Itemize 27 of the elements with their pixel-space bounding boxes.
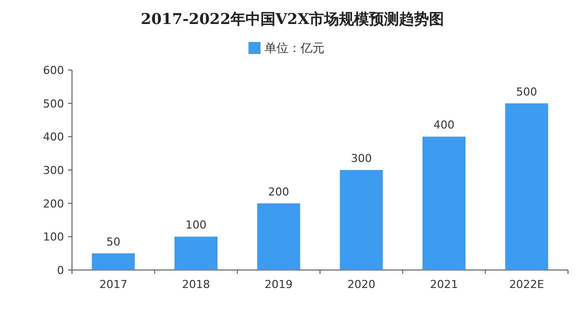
x-tick-label: 2021: [430, 278, 458, 291]
y-tick-label: 0: [57, 264, 64, 277]
y-tick-label: 600: [43, 64, 64, 77]
bar: [505, 103, 548, 270]
x-tick-label: 2022E: [509, 278, 544, 291]
x-tick-label: 2019: [264, 278, 293, 291]
bar: [340, 170, 383, 270]
x-tick-label: 2018: [182, 278, 210, 291]
bar: [174, 236, 218, 270]
data-label: 500: [516, 85, 538, 98]
data-label: 400: [434, 118, 454, 132]
legend-label: 单位：亿元: [264, 41, 324, 55]
bar: [422, 136, 466, 270]
data-label: 100: [186, 218, 206, 232]
chart-title: 2017-2022年中国V2X市场规模预测趋势图: [140, 10, 444, 28]
y-tick-label: 300: [43, 164, 64, 177]
x-tick-label: 2020: [347, 278, 376, 291]
x-tick-label: 2017: [99, 278, 128, 291]
y-tick-label: 400: [43, 130, 64, 144]
data-label: 200: [268, 185, 290, 198]
y-tick-label: 500: [43, 97, 64, 110]
y-tick-label: 100: [43, 230, 64, 244]
y-tick-label: 200: [43, 197, 64, 210]
data-label: 50: [106, 235, 120, 248]
bar: [92, 253, 135, 270]
bar: [257, 203, 300, 270]
data-label: 300: [350, 152, 372, 165]
